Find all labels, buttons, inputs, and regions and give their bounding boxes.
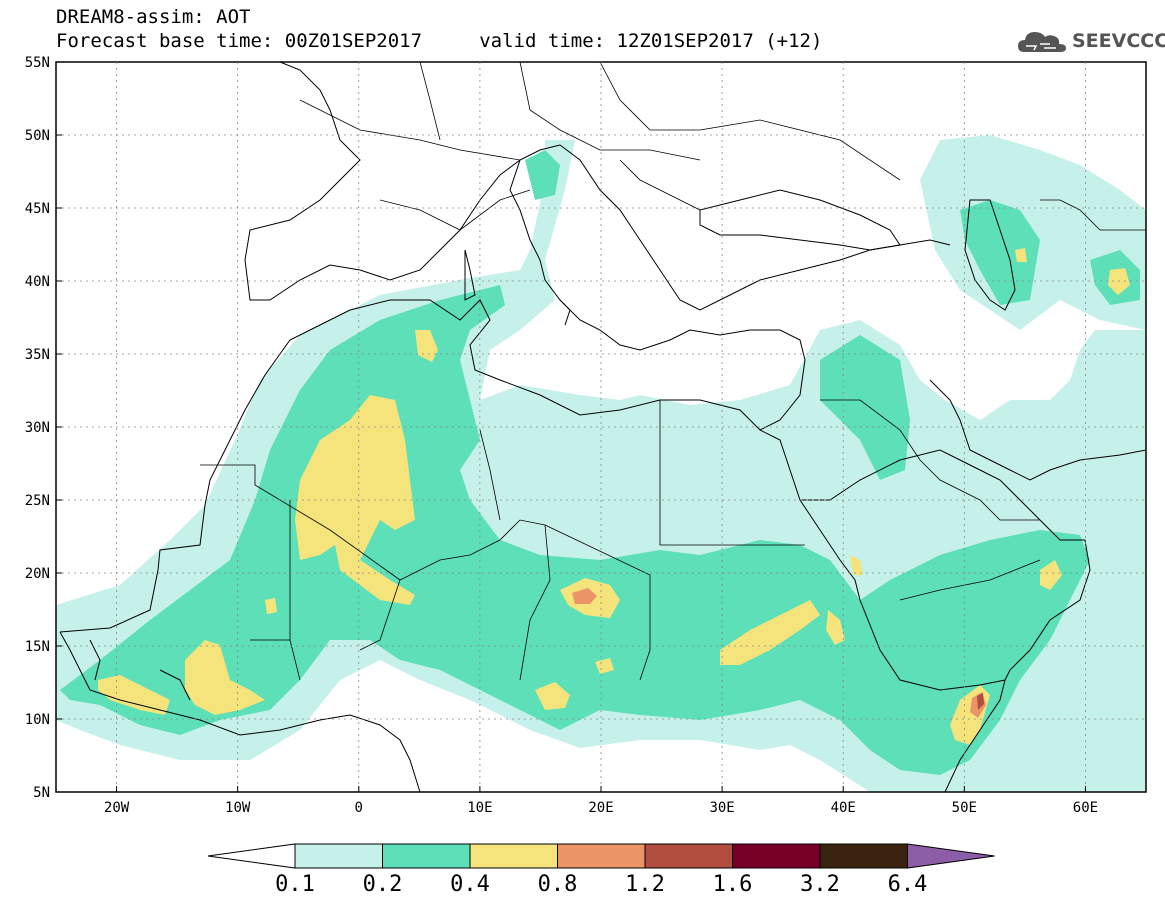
logo-text: SEEVCCC	[1072, 30, 1165, 52]
borders	[200, 62, 1146, 681]
lat-tick-label: 15N	[25, 639, 50, 655]
colorbar-box	[644, 843, 733, 869]
cloud-icon	[1018, 32, 1066, 52]
longitude-axis: 20W 10W 0 10E 20E 30E 40E 50E 60E	[104, 62, 1098, 816]
lon-tick-label: 30E	[709, 800, 734, 816]
colorbar-label: 1.2	[625, 872, 665, 897]
colorbar-label: 0.8	[537, 872, 578, 897]
lon-tick-label: 50E	[952, 800, 977, 816]
colorbar-box	[732, 843, 821, 869]
colorbar-box	[294, 843, 383, 869]
lon-tick-label: 20E	[588, 800, 613, 816]
seevccc-logo: SEEVCCC	[1016, 24, 1165, 58]
colorbar-box	[819, 843, 908, 869]
lat-tick-label: 55N	[25, 55, 50, 71]
lat-tick-label: 40N	[25, 274, 50, 290]
lat-tick-label: 35N	[25, 347, 50, 363]
colorbar-label: 0.2	[362, 872, 403, 897]
colorbar-label: 0.4	[450, 872, 490, 897]
colorbar-under-triangle	[207, 843, 296, 869]
lat-tick-label: 45N	[25, 201, 50, 217]
colorbar-label: 3.2	[800, 872, 840, 897]
lat-tick-label: 25N	[25, 493, 50, 509]
lon-tick-label: 10E	[467, 800, 492, 816]
colorbar-label: 1.6	[712, 872, 753, 897]
lon-tick-label: 60E	[1073, 800, 1098, 816]
lat-tick-label: 10N	[25, 712, 50, 728]
lat-tick-label: 5N	[33, 785, 50, 801]
lat-tick-label: 20N	[25, 566, 50, 582]
coastlines	[59, 62, 1146, 792]
lat-tick-label: 50N	[25, 128, 50, 144]
colorbar-label: 6.4	[887, 872, 928, 897]
lat-tick-label: 30N	[25, 420, 50, 436]
chart-title: DREAM8-assim: AOT	[56, 6, 251, 28]
forecast-time-subtitle: Forecast base time: 00Z01SEP2017 valid t…	[56, 30, 823, 52]
lon-tick-label: 40E	[831, 800, 856, 816]
colorbar-box	[382, 843, 471, 869]
lon-tick-label: 0	[355, 800, 363, 816]
colorbar-box	[469, 843, 558, 869]
lon-tick-label: 10W	[225, 800, 251, 816]
colorbar-over-triangle	[907, 843, 995, 869]
colorbar-label: 0.1	[275, 872, 315, 897]
colorbar-box	[557, 843, 646, 869]
lon-tick-label: 20W	[104, 800, 130, 816]
